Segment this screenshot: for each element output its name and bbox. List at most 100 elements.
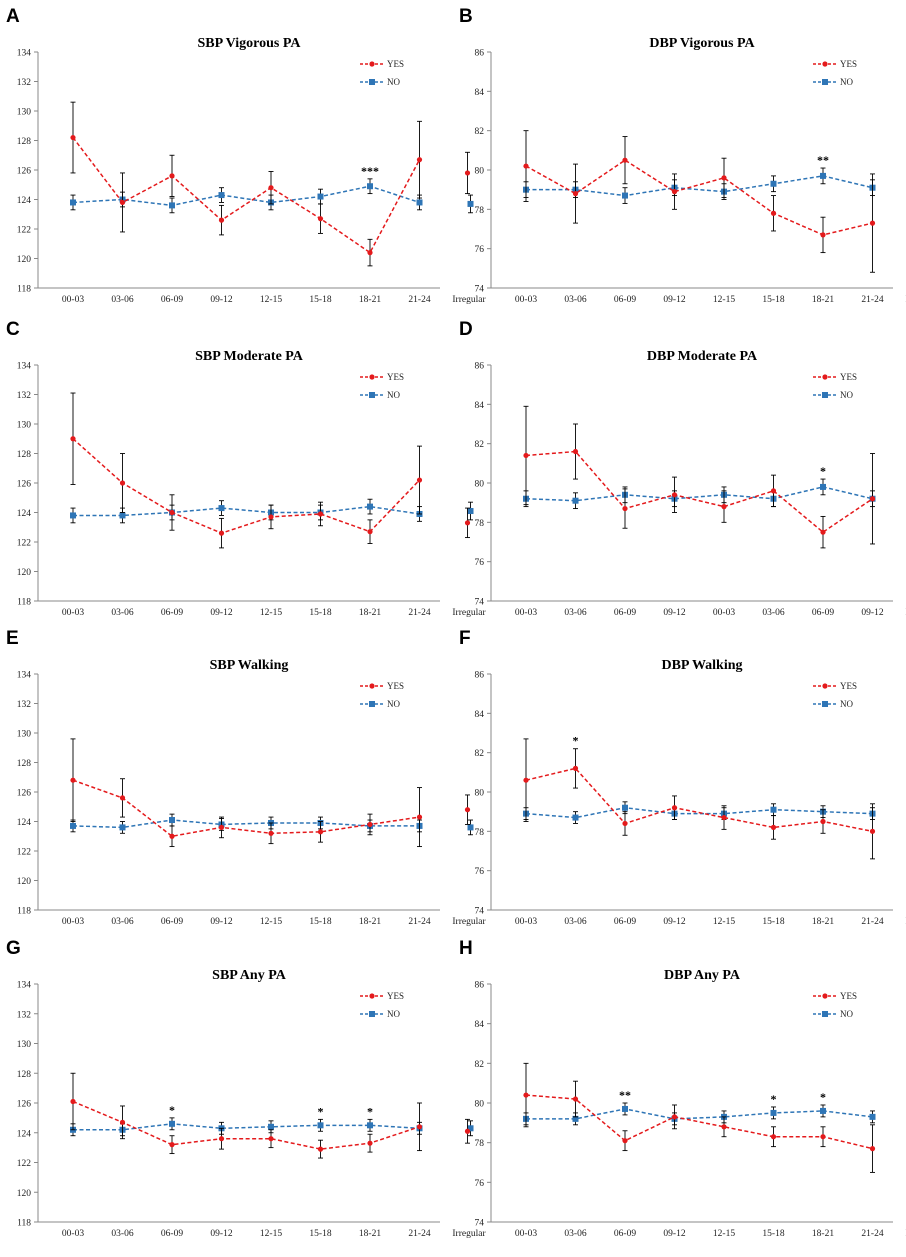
point-yes (572, 191, 579, 197)
y-tick-label: 78 (475, 1139, 485, 1149)
chart-title: SBP Moderate PA (195, 349, 304, 364)
y-tick-label: 132 (17, 78, 32, 88)
point-yes (367, 529, 373, 535)
point-yes (572, 1096, 579, 1102)
point-yes (523, 452, 529, 459)
point-yes (218, 824, 225, 830)
x-tick-label: 00-03 (62, 295, 84, 305)
point-yes (317, 511, 324, 517)
series-line-yes (525, 767, 873, 833)
x-tick-label: 21-24 (861, 917, 883, 927)
x-tick-label: 06-09 (161, 917, 183, 927)
x-tick-label: 03-06 (564, 295, 586, 305)
legend-marker-yes (822, 61, 828, 67)
point-no (169, 202, 175, 209)
y-tick-label: 82 (475, 127, 485, 137)
x-tick-label: 15-18 (309, 608, 331, 618)
x-tick-label: 15-18 (762, 295, 784, 305)
y-tick-label: 80 (475, 167, 485, 177)
point-yes (317, 829, 324, 835)
point-yes (416, 157, 423, 163)
y-tick-label: 132 (17, 1010, 32, 1020)
point-no (820, 1107, 826, 1114)
point-no (572, 497, 579, 504)
y-tick-label: 130 (17, 108, 32, 118)
legend-label-yes: YES (840, 681, 857, 691)
point-yes (317, 1146, 324, 1152)
legend-marker-no (369, 1011, 375, 1017)
legend-label-no: NO (387, 699, 400, 709)
point-yes (119, 1119, 126, 1125)
point-yes (820, 1134, 826, 1140)
y-tick-label: 84 (475, 710, 485, 720)
y-tick-label: 126 (17, 480, 32, 490)
point-no (70, 199, 76, 206)
x-tick-label: 03-06 (762, 608, 784, 618)
point-yes (721, 175, 727, 181)
point-yes (523, 1092, 529, 1098)
panel-c: C SBP Moderate PA 118 120 122 124 126 128 130 132… (6, 319, 486, 618)
x-tick-label: 09-12 (210, 608, 232, 618)
point-no (70, 512, 76, 519)
series-line-no (73, 505, 420, 517)
x-tick-label: 18-21 (359, 1229, 381, 1239)
significance-marker: ** (619, 1088, 631, 1102)
y-tick-label: 132 (17, 391, 32, 401)
panel-e: E SBP Walking 118 120 122 124 126 128 130 132 134 0… (6, 628, 486, 927)
panel-letter: A (6, 6, 20, 27)
point-no (820, 483, 826, 490)
x-tick-label: 09-12 (663, 917, 685, 927)
y-tick-label: 118 (17, 598, 31, 608)
chart-title: SBP Walking (210, 658, 289, 673)
x-tick-label: 00-03 (62, 608, 84, 618)
point-yes (169, 833, 175, 839)
point-no (770, 1109, 777, 1116)
x-tick-label: 00-03 (713, 608, 735, 618)
legend-label-yes: YES (840, 372, 857, 382)
point-no (572, 814, 579, 821)
x-tick-label: 06-09 (812, 608, 834, 618)
x-tick-label: 03-06 (564, 608, 586, 618)
legend-marker-yes (369, 61, 375, 67)
panel-g: G SBP Any PA 118 120 122 124 126 128 130 132 134 00… (6, 938, 486, 1239)
legend: YES NO (813, 681, 857, 709)
y-tick-label: 120 (17, 1189, 32, 1199)
x-tick-label: Irregular (452, 917, 486, 927)
panel-f: F DBP Walking 74 76 78 80 82 84 86 00-03 03-06 06-0… (459, 628, 906, 927)
y-tick-label: 80 (475, 480, 485, 490)
x-tick-label: 15-18 (762, 1229, 784, 1239)
x-tick-label: 06-09 (614, 295, 636, 305)
y-tick-label: 130 (17, 421, 32, 431)
y-tick-label: 124 (17, 1129, 32, 1139)
y-tick-label: 122 (17, 539, 32, 549)
panel-letter: G (6, 938, 21, 959)
legend-marker-no (822, 1011, 828, 1017)
x-tick-label: Irregular (452, 608, 486, 618)
y-tick-label: 76 (475, 245, 485, 255)
point-no (622, 192, 628, 199)
legend-label-yes: YES (840, 59, 857, 69)
point-no (119, 824, 126, 831)
series-line-yes (72, 137, 421, 254)
x-tick-label: 15-18 (309, 295, 331, 305)
point-yes (671, 492, 678, 498)
point-yes (70, 1098, 76, 1105)
y-tick-label: 76 (475, 1179, 485, 1189)
point-yes (70, 777, 76, 783)
point-no (820, 172, 826, 179)
x-tick-label: 12-15 (260, 608, 282, 618)
point-no (169, 1120, 175, 1127)
point-yes (268, 830, 274, 836)
y-tick-label: 134 (17, 981, 32, 991)
legend-label-yes: YES (387, 681, 404, 691)
legend-marker-no (822, 79, 828, 85)
x-tick-label: 18-21 (812, 917, 834, 927)
point-yes (218, 1136, 225, 1142)
y-tick-label: 126 (17, 1100, 32, 1110)
y-tick-label: 86 (475, 981, 485, 991)
x-tick-label: 03-06 (111, 608, 133, 618)
y-tick-label: 128 (17, 137, 32, 147)
x-tick-label: 21-24 (861, 1229, 883, 1239)
x-tick-label: 12-15 (713, 1229, 735, 1239)
